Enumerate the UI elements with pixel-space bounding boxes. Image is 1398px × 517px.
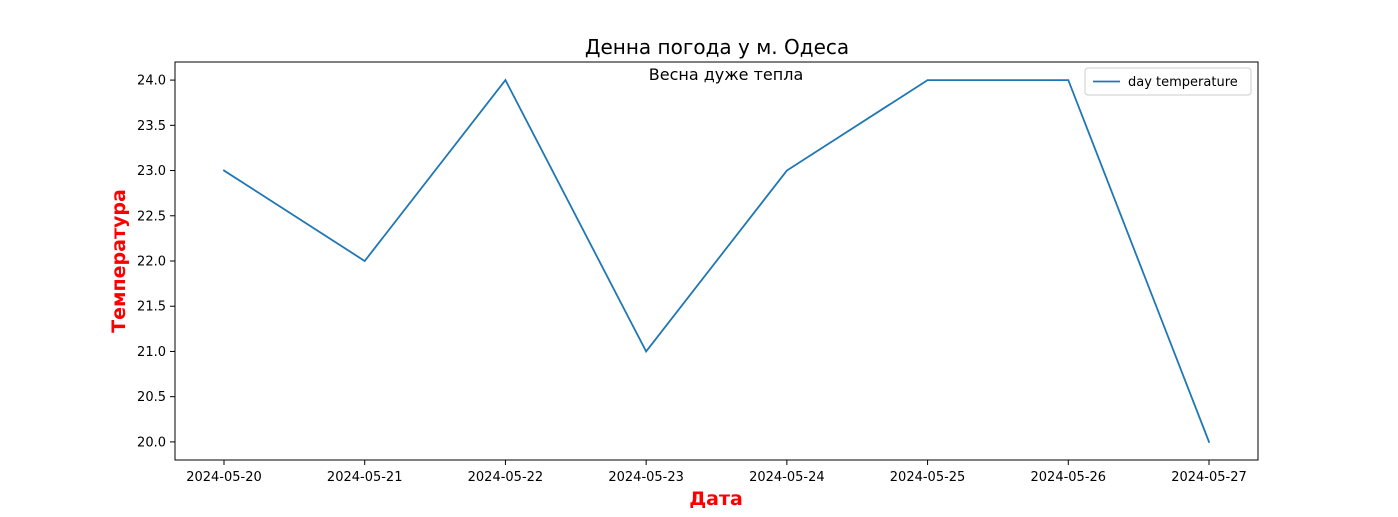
y-axis-label: Температура xyxy=(108,189,130,333)
y-tick-label: 21.5 xyxy=(137,300,166,315)
y-tick-label: 23.0 xyxy=(137,164,166,179)
x-axis-label: Дата xyxy=(689,488,743,510)
x-tick-label: 2024-05-23 xyxy=(608,470,684,485)
legend-box xyxy=(1084,67,1252,96)
x-tick-label: 2024-05-21 xyxy=(327,470,403,485)
x-tick-label: 2024-05-22 xyxy=(468,470,544,485)
series-line xyxy=(222,78,1211,444)
x-tick-label: 2024-05-20 xyxy=(186,470,262,485)
x-tick-label: 2024-05-27 xyxy=(1171,470,1247,485)
y-tick-label: 23.5 xyxy=(137,119,166,134)
y-tick-label: 20.5 xyxy=(137,390,166,405)
y-tick-label: 22.5 xyxy=(137,209,166,224)
chart-title: Денна погода у м. Одеса xyxy=(585,35,849,59)
plot-frame xyxy=(174,61,1259,461)
y-tick-label: 22.0 xyxy=(137,255,166,270)
y-tick-label: 21.0 xyxy=(137,345,166,360)
x-tick-label: 2024-05-24 xyxy=(749,470,825,485)
legend-entry: day temperature xyxy=(1128,75,1238,90)
x-tick-label: 2024-05-26 xyxy=(1031,470,1107,485)
chart-subtitle: Весна дуже тепла xyxy=(649,65,804,84)
y-tick-label: 24.0 xyxy=(137,74,166,89)
y-tick-label: 20.0 xyxy=(137,435,166,450)
x-tick-label: 2024-05-25 xyxy=(890,470,966,485)
